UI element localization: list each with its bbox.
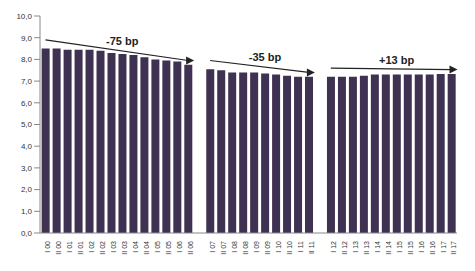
svg-text:II 16: II 16 [429,241,436,255]
svg-text:0,0: 0,0 [21,229,33,238]
svg-text:II 13: II 13 [363,241,370,255]
svg-text:II 12: II 12 [341,241,348,255]
svg-text:2,0: 2,0 [21,185,33,194]
svg-text:5,0: 5,0 [21,120,33,129]
svg-text:I 11: I 11 [297,241,304,252]
svg-text:I 05: I 05 [154,241,161,253]
svg-text:I 12: I 12 [330,241,337,253]
svg-text:I 06: I 06 [176,241,183,253]
svg-text:10,0: 10,0 [16,12,32,21]
svg-text:II 15: II 15 [407,241,414,255]
svg-text:I 02: I 02 [88,241,95,253]
svg-text:I 15: I 15 [396,241,403,253]
svg-text:II 05: II 05 [165,241,172,255]
svg-text:I 16: I 16 [418,241,425,253]
svg-text:II 03: II 03 [121,241,128,255]
svg-text:-75 bp: -75 bp [106,35,139,47]
svg-text:1,0: 1,0 [21,207,33,216]
svg-text:II 11: II 11 [308,241,315,254]
svg-text:II 01: II 01 [77,241,84,255]
svg-text:I 08: I 08 [231,241,238,253]
svg-text:II 09: II 09 [264,241,271,255]
svg-text:3,0: 3,0 [21,164,33,173]
svg-text:II 02: II 02 [99,241,106,255]
svg-text:-35 bp: -35 bp [249,51,282,63]
svg-text:I 13: I 13 [352,241,359,253]
svg-text:II 07: II 07 [220,241,227,255]
svg-text:I 07: I 07 [209,241,216,253]
svg-text:9,0: 9,0 [21,34,33,43]
svg-text:8,0: 8,0 [21,55,33,64]
svg-text:4,0: 4,0 [21,142,33,151]
svg-text:6,0: 6,0 [21,99,33,108]
svg-text:I 10: I 10 [275,241,282,253]
svg-text:II 17: II 17 [450,241,457,255]
svg-text:+13 bp: +13 bp [379,54,414,66]
svg-text:I 17: I 17 [440,241,447,253]
svg-text:I 00: I 00 [44,241,51,253]
svg-text:I 14: I 14 [374,241,381,253]
svg-text:II 00: II 00 [55,241,62,255]
svg-text:II 06: II 06 [187,241,194,255]
svg-text:I 01: I 01 [66,241,73,253]
svg-text:II 04: II 04 [143,241,150,255]
svg-text:II 14: II 14 [385,241,392,255]
svg-text:I 03: I 03 [110,241,117,253]
svg-text:II 10: II 10 [286,241,293,255]
svg-text:I 09: I 09 [253,241,260,253]
svg-text:II 08: II 08 [242,241,249,255]
svg-text:7,0: 7,0 [21,77,33,86]
svg-text:I 04: I 04 [132,241,139,253]
